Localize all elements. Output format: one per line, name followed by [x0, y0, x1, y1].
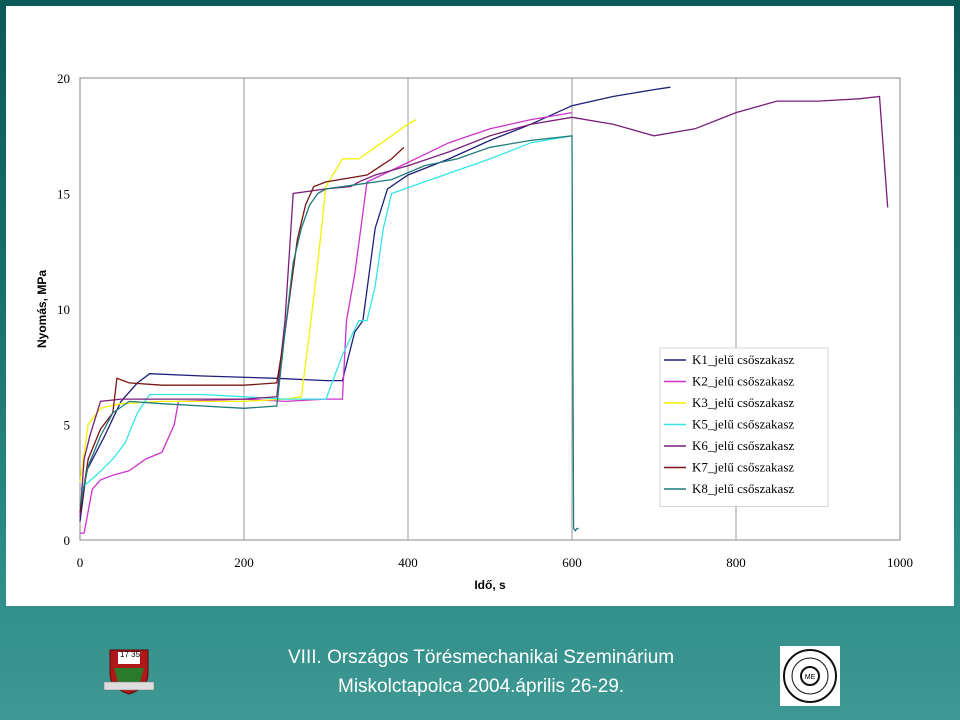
- legend-label-k2: K2_jelű csőszakasz: [692, 374, 794, 389]
- legend: K1_jelű csőszakasz K2_jelű csőszakasz K3_j…: [659, 347, 829, 507]
- x-tick-label: 600: [562, 555, 582, 570]
- university-crest-icon: 17 35: [100, 644, 158, 696]
- series-layer: [79, 86, 889, 534]
- series-line-k8: [79, 135, 579, 532]
- legend-label-k8: K8_jelű csőszakasz: [692, 481, 794, 496]
- y-tick-label: 5: [64, 418, 71, 433]
- series-line-k5: [79, 135, 573, 490]
- y-tick-label: 15: [57, 187, 70, 202]
- pressure-time-chart: 0 200 400 600 800 1000 0 5 10 15 20 Nyomás, MPa Id…: [35, 71, 913, 592]
- series-line-k3: [79, 119, 417, 483]
- y-tick-label: 0: [64, 533, 71, 548]
- y-tick-label: 10: [57, 302, 70, 317]
- y-tick-label: 20: [57, 71, 70, 86]
- x-tick-label: 1000: [887, 555, 913, 570]
- x-tick-label: 200: [234, 555, 254, 570]
- legend-label-k5: K5_jelű csőszakasz: [692, 417, 794, 432]
- y-axis-label: Nyomás, MPa: [35, 270, 49, 348]
- svg-text:ME: ME: [805, 674, 816, 681]
- crest-text: 17 35: [120, 650, 141, 659]
- legend-label-k1: K1_jelű csőszakasz: [692, 352, 794, 367]
- legend-box: [659, 347, 829, 507]
- department-seal-icon: ME: [780, 646, 840, 706]
- legend-label-k7: K7_jelű csőszakasz: [692, 460, 794, 475]
- series-line-k6: [79, 95, 889, 517]
- series-line-k1: [79, 86, 671, 522]
- seminar-place-date: Miskolctapolca 2004.április 26-29.: [338, 676, 625, 697]
- axes: 0 200 400 600 800 1000 0 5 10 15 20: [57, 71, 913, 570]
- x-tick-label: 800: [726, 555, 746, 570]
- x-tick-label: 0: [77, 555, 84, 570]
- x-axis-label: Idő, s: [474, 578, 506, 592]
- x-tick-label: 400: [398, 555, 418, 570]
- legend-label-k6: K6_jelű csőszakasz: [692, 438, 794, 453]
- legend-label-k3: K3_jelű csőszakasz: [692, 395, 794, 410]
- seminar-title: VIII. Országos Törésmechanikai Szeminári…: [288, 647, 675, 668]
